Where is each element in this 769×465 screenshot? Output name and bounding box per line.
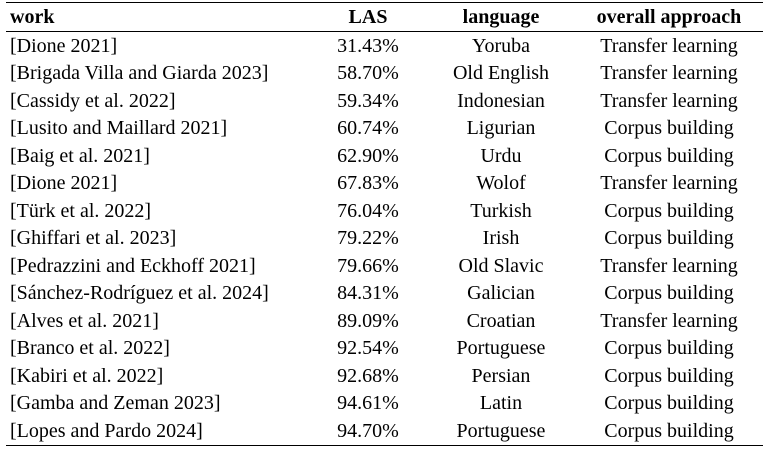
cell-work: [Kabiri et al. 2022]	[10, 364, 164, 387]
cell-work: [Lusito and Maillard 2021]	[10, 117, 228, 140]
cell-las: 94.70%	[309, 417, 427, 446]
cell-language: Croatian	[466, 309, 536, 332]
cell-las: 67.83%	[337, 172, 399, 195]
cell-language: Indonesian	[457, 89, 545, 112]
cell-approach: Corpus building	[604, 117, 734, 140]
header-row: work LAS language overall approach	[6, 2, 763, 32]
cell-approach: Transfer learning	[600, 34, 738, 57]
cell-las: 89.09%	[337, 309, 399, 332]
cell-language: Portuguese	[427, 417, 575, 446]
table-row: [Lusito and Maillard 2021] 60.74% Ligurian…	[6, 115, 763, 143]
cell-las: 92.54%	[337, 337, 399, 360]
cell-work: [Ghiffari et al. 2023]	[10, 227, 177, 250]
cell-las: 76.04%	[337, 199, 399, 222]
table-row: [Dione 2021] 67.83% Wolof Transfer learning	[6, 170, 763, 198]
table-row: [Sánchez-Rodríguez et al. 2024] 84.31% Gal…	[6, 280, 763, 308]
header-approach: overall approach	[575, 2, 763, 32]
cell-work: [Dione 2021]	[10, 172, 118, 195]
cell-las: 94.61%	[337, 392, 399, 415]
cell-work: [Sánchez-Rodríguez et al. 2024]	[10, 282, 269, 305]
cell-las: 84.31%	[337, 282, 399, 305]
cell-las: 79.66%	[337, 254, 399, 277]
cell-approach: Corpus building	[604, 392, 734, 415]
table-body: [Dione 2021] 31.43% Yoruba Transfer learnin…	[6, 32, 763, 446]
table-row: [Kabiri et al. 2022] 92.68% Persian Corpus …	[6, 362, 763, 390]
cell-language: Urdu	[480, 144, 522, 167]
table-row: [Pedrazzini and Eckhoff 2021] 79.66% Old S…	[6, 252, 763, 280]
cell-language: Latin	[479, 392, 523, 415]
cell-work: [Pedrazzini and Eckhoff 2021]	[10, 254, 256, 277]
cell-language: Old English	[452, 62, 550, 85]
cell-las: 92.68%	[337, 364, 399, 387]
cell-las: 62.90%	[337, 144, 399, 167]
table-row: [Dione 2021] 31.43% Yoruba Transfer learnin…	[6, 32, 763, 60]
cell-approach: Transfer learning	[600, 254, 738, 277]
cell-las: 60.74%	[337, 117, 399, 140]
cell-approach: Corpus building	[575, 417, 763, 446]
cell-work: [Alves et al. 2021]	[10, 309, 159, 332]
cell-language: Yoruba	[472, 34, 530, 57]
table-row: [Lopes and Pardo 2024] 94.70% Portuguese Co…	[6, 417, 763, 446]
cell-approach: Corpus building	[604, 337, 734, 360]
cell-approach: Transfer learning	[600, 172, 738, 195]
cell-language: Irish	[482, 227, 520, 250]
cell-approach: Corpus building	[604, 282, 734, 305]
cell-approach: Corpus building	[604, 227, 734, 250]
cell-language: Persian	[471, 364, 531, 387]
cell-approach: Corpus building	[604, 199, 734, 222]
cell-work: [Baig et al. 2021]	[10, 144, 150, 167]
header-language: language	[427, 2, 575, 32]
cell-language: Wolof	[476, 172, 526, 195]
cell-work: [Lopes and Pardo 2024]	[6, 417, 309, 446]
header-work: work	[6, 2, 309, 32]
table-row: [Cassidy et al. 2022] 59.34% Indonesian Tra…	[6, 87, 763, 115]
cell-approach: Transfer learning	[600, 309, 738, 332]
table-row: [Ghiffari et al. 2023] 79.22% Irish Corpus …	[6, 225, 763, 253]
cell-approach: Corpus building	[604, 364, 734, 387]
cell-approach: Transfer learning	[600, 62, 738, 85]
table-row: [Alves et al. 2021] 89.09% Croatian Transfe…	[6, 307, 763, 335]
cell-language: Turkish	[470, 199, 532, 222]
cell-work: [Dione 2021]	[10, 34, 118, 57]
table-row: [Branco et al. 2022] 92.54% Portuguese Corp…	[6, 335, 763, 363]
cell-language: Ligurian	[466, 117, 536, 140]
table-row: [Gamba and Zeman 2023] 94.61% Latin Corpus …	[6, 390, 763, 418]
header-las: LAS	[309, 2, 427, 32]
table-row: [Baig et al. 2021] 62.90% Urdu Corpus build…	[6, 142, 763, 170]
table-row: [Türk et al. 2022] 76.04% Turkish Corpus bu…	[6, 197, 763, 225]
cell-work: [Türk et al. 2022]	[10, 199, 152, 222]
cell-work: [Cassidy et al. 2022]	[10, 89, 176, 112]
cell-approach: Corpus building	[604, 144, 734, 167]
cell-las: 79.22%	[337, 227, 399, 250]
cell-language: Galician	[467, 282, 535, 305]
cell-work: [Branco et al. 2022]	[10, 337, 170, 360]
cell-las: 31.43%	[337, 34, 399, 57]
cell-approach: Transfer learning	[600, 89, 738, 112]
cell-language: Old Slavic	[458, 254, 544, 277]
cell-language: Portuguese	[456, 337, 546, 360]
cell-las: 58.70%	[337, 62, 399, 85]
table-row: [Brigada Villa and Giarda 2023] 58.70% Old…	[6, 60, 763, 88]
results-table: work LAS language overall approach [Dione 2…	[6, 2, 763, 446]
cell-las: 59.34%	[337, 89, 399, 112]
cell-work: [Brigada Villa and Giarda 2023]	[10, 62, 269, 85]
cell-work: [Gamba and Zeman 2023]	[10, 392, 221, 415]
